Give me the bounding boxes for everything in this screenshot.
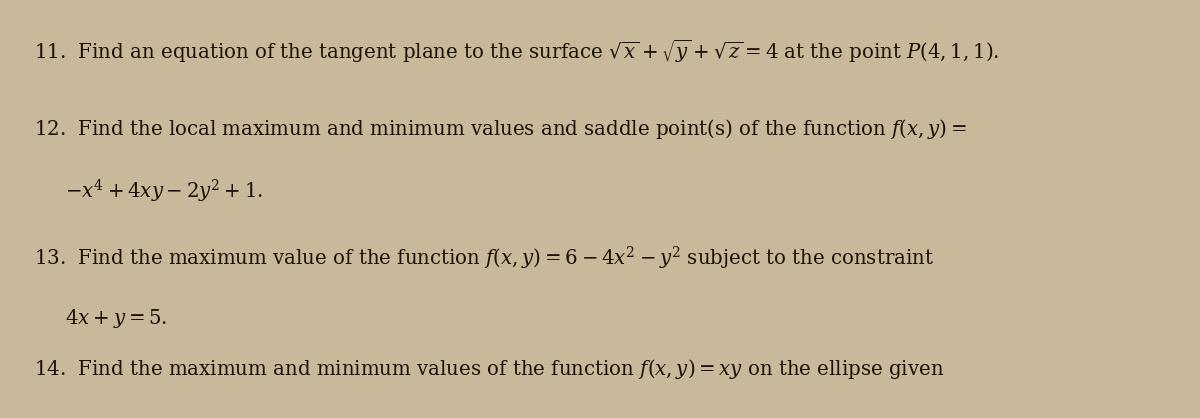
Text: 14.  Find the maximum and minimum values of the function $f(x,y)=xy$ on the elli: 14. Find the maximum and minimum values … (34, 357, 944, 381)
Text: 13.  Find the maximum value of the function $f(x,y)=6-4x^2-y^2$ subject to the c: 13. Find the maximum value of the functi… (34, 245, 934, 272)
Text: 12.  Find the local maximum and minimum values and saddle point(s) of the functi: 12. Find the local maximum and minimum v… (34, 117, 966, 141)
Text: 11.  Find an equation of the tangent plane to the surface $\sqrt{x}+\sqrt{y}+\sq: 11. Find an equation of the tangent plan… (34, 38, 998, 65)
Text: $4x+y=5.$: $4x+y=5.$ (34, 307, 167, 330)
Text: $-x^4+4xy-2y^2+1.$: $-x^4+4xy-2y^2+1.$ (34, 178, 263, 205)
